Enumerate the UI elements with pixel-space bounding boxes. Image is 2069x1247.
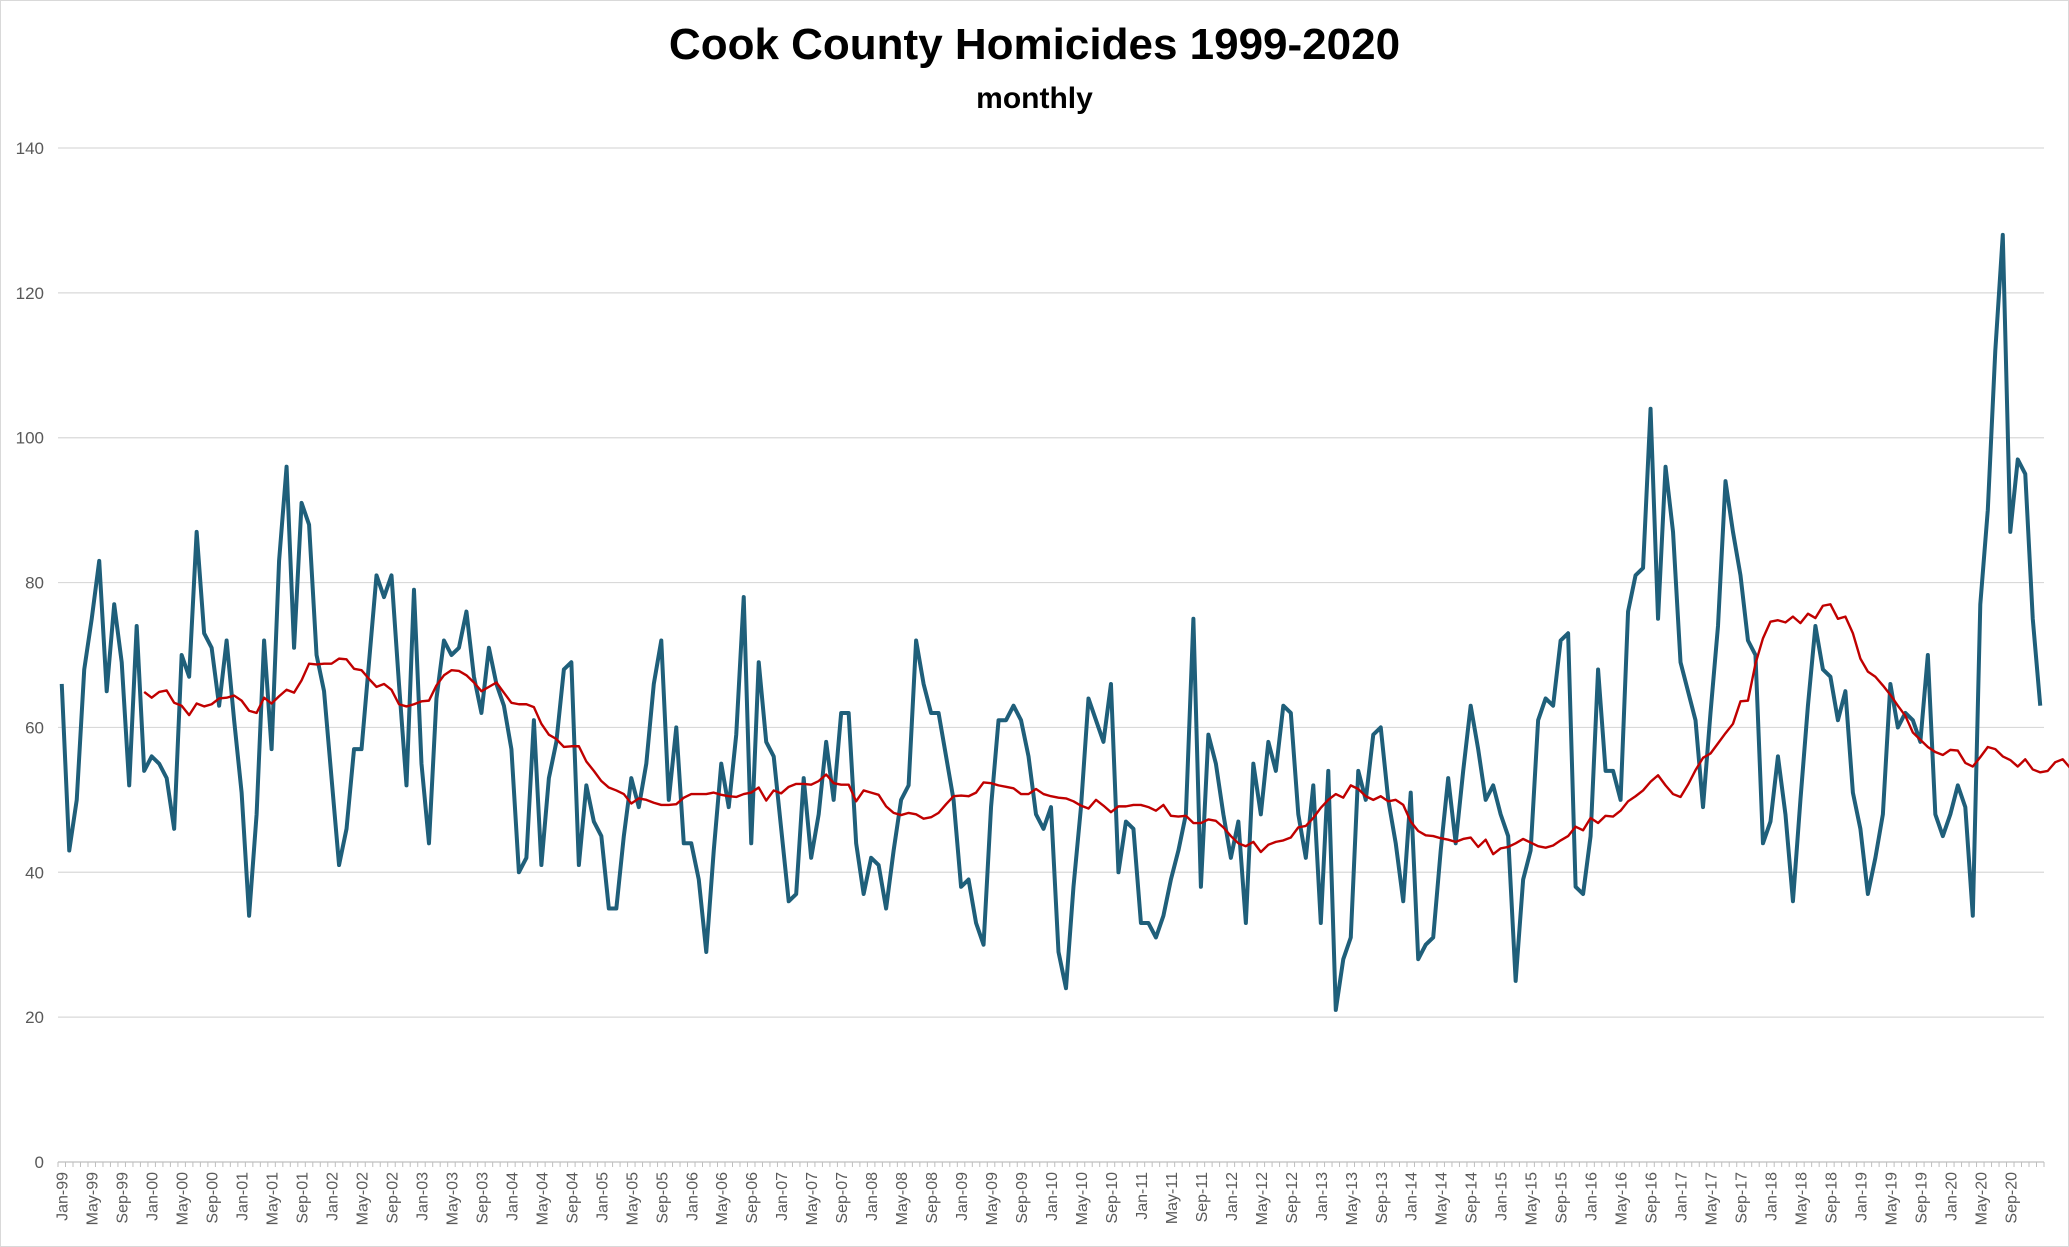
- x-tick-label: Sep-18: [1823, 1172, 1840, 1224]
- y-tick-label: 140: [16, 139, 44, 158]
- x-tick-label: Jan-10: [1044, 1172, 1061, 1221]
- x-tick-label: Sep-03: [474, 1172, 491, 1224]
- x-tick-label: Sep-02: [384, 1172, 401, 1224]
- x-tick-label: Sep-99: [115, 1172, 132, 1224]
- x-tick-label: Jan-00: [145, 1172, 162, 1221]
- x-tick-label: May-09: [984, 1172, 1001, 1225]
- y-tick-label: 120: [16, 284, 44, 303]
- x-tick-label: May-16: [1614, 1172, 1631, 1225]
- x-tick-label: Sep-15: [1554, 1172, 1571, 1224]
- x-tick-label: Jan-09: [954, 1172, 971, 1221]
- x-tick-label: May-17: [1704, 1172, 1721, 1225]
- x-tick-label: Sep-00: [205, 1172, 222, 1224]
- y-tick-label: 20: [25, 1008, 44, 1027]
- x-tick-label: Jan-11: [1134, 1172, 1151, 1220]
- x-tick-label: Jan-03: [414, 1172, 431, 1221]
- y-tick-label: 80: [25, 574, 44, 593]
- x-tick-label: Sep-17: [1733, 1172, 1750, 1224]
- x-tick-label: May-20: [1973, 1172, 1990, 1225]
- series-line-moving-average: [143, 603, 2069, 856]
- y-tick-label: 60: [25, 718, 44, 737]
- x-tick-label: Sep-16: [1644, 1172, 1661, 1224]
- x-tick-label: Sep-01: [295, 1172, 312, 1224]
- y-tick-label: 100: [16, 429, 44, 448]
- x-tick-label: Sep-12: [1284, 1172, 1301, 1224]
- x-tick-label: Jan-16: [1584, 1172, 1601, 1221]
- y-tick-label: 0: [35, 1153, 44, 1172]
- x-tick-label: Sep-20: [2003, 1172, 2020, 1224]
- x-tick-label: May-02: [355, 1172, 372, 1225]
- x-tick-label: Jan-08: [864, 1172, 881, 1221]
- x-tick-label: Sep-19: [1913, 1172, 1930, 1224]
- x-tick-label: Jan-04: [504, 1172, 521, 1221]
- x-tick-label: Jan-05: [594, 1172, 611, 1221]
- x-tick-label: May-99: [85, 1172, 102, 1225]
- x-tick-label: Sep-05: [654, 1172, 671, 1224]
- x-tick-label: May-01: [265, 1172, 282, 1225]
- y-axis: 0 20 40 60 80 100 120 140: [16, 139, 44, 1172]
- x-tick-label: Jan-02: [325, 1172, 342, 1221]
- x-tick-label: May-08: [894, 1172, 911, 1225]
- x-tick-label: Jan-01: [235, 1172, 252, 1221]
- x-tick-label: Sep-13: [1374, 1172, 1391, 1224]
- x-tick-label: May-05: [624, 1172, 641, 1225]
- x-tick-label: Sep-07: [834, 1172, 851, 1224]
- x-tick-label: Jan-18: [1763, 1172, 1780, 1221]
- x-tick-label: May-07: [804, 1172, 821, 1225]
- x-tick-label: Jan-06: [684, 1172, 701, 1221]
- x-tick-label: Jan-15: [1494, 1172, 1511, 1221]
- x-tick-label: May-04: [534, 1172, 551, 1225]
- x-tick-label: Sep-04: [564, 1172, 581, 1224]
- x-tick-label: May-13: [1344, 1172, 1361, 1225]
- x-tick-label: May-15: [1524, 1172, 1541, 1225]
- x-tick-label: Sep-10: [1104, 1172, 1121, 1224]
- x-tick-label: Jan-17: [1674, 1172, 1691, 1221]
- x-tick-label: Jan-13: [1314, 1172, 1331, 1221]
- x-tick-label: May-10: [1074, 1172, 1091, 1225]
- x-tick-label: Sep-11: [1194, 1172, 1211, 1223]
- x-tick-label: Jan-14: [1404, 1172, 1421, 1221]
- x-tick-label: May-12: [1254, 1172, 1271, 1225]
- x-tick-label: May-00: [175, 1172, 192, 1225]
- chart-subtitle: monthly: [976, 82, 1093, 115]
- x-tick-label: May-14: [1434, 1172, 1451, 1225]
- chart-title: Cook County Homicides 1999-2020: [668, 20, 1401, 69]
- x-tick-label: Jan-99: [55, 1172, 72, 1221]
- x-tick-label: Jan-19: [1853, 1172, 1870, 1221]
- x-tick-label: May-06: [714, 1172, 731, 1225]
- x-tick-label: Sep-06: [744, 1172, 761, 1224]
- x-tick-label: May-18: [1793, 1172, 1810, 1225]
- x-tick-label: Sep-14: [1464, 1172, 1481, 1224]
- x-tick-label: Sep-09: [1014, 1172, 1031, 1224]
- gridlines: [58, 147, 2044, 1163]
- x-axis: Jan-99 May-99 Sep-99 Jan-00 May-00 Sep-00 Jan-…: [55, 1162, 2045, 1225]
- x-tick-label: Jan-20: [1943, 1172, 1960, 1221]
- x-tick-label: May-03: [444, 1172, 461, 1225]
- y-tick-label: 40: [25, 863, 44, 882]
- x-tick-label: May-19: [1883, 1172, 1900, 1225]
- series-lines: [59, 232, 2069, 1012]
- series-line-monthly: [59, 232, 2043, 1012]
- x-tick-label: Sep-08: [924, 1172, 941, 1224]
- x-tick-label: Jan-07: [774, 1172, 791, 1221]
- x-tick-label: May-11: [1164, 1172, 1181, 1224]
- x-tick-label: Jan-12: [1224, 1172, 1241, 1221]
